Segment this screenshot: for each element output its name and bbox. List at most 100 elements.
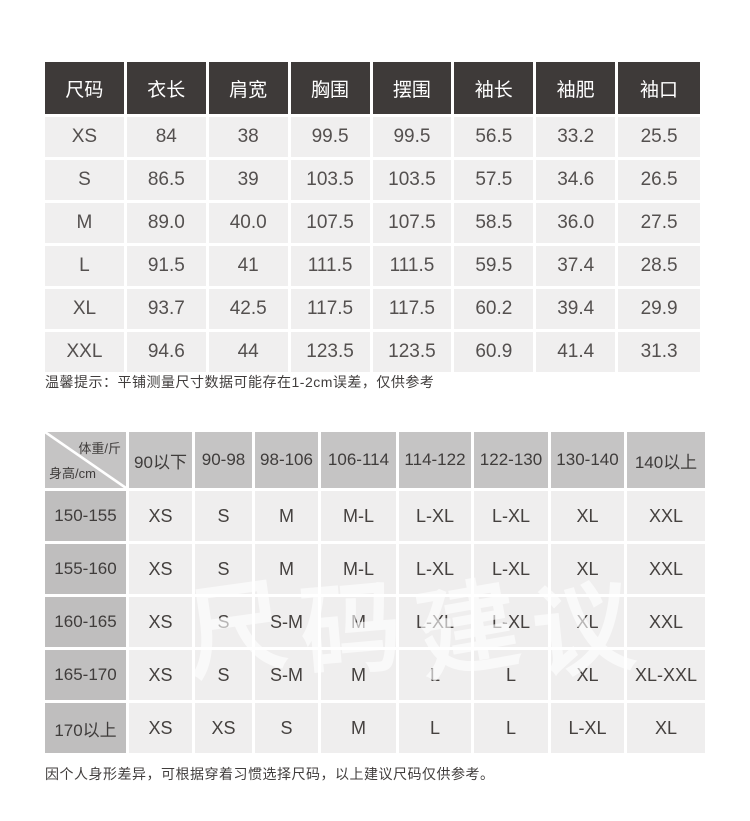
measurement-value-cell: 123.5 <box>290 332 373 375</box>
size-column-header: 袖肥 <box>536 62 619 117</box>
recommended-size-cell: S <box>195 597 255 650</box>
size-table-row: L 91.5 41 111.5 111.5 59.5 37.4 28.5 <box>45 246 700 289</box>
recommended-size-cell: L <box>399 650 474 703</box>
weight-range-header: 90以下 <box>129 432 195 491</box>
size-table-row: XXL 94.6 44 123.5 123.5 60.9 41.4 31.3 <box>45 332 700 375</box>
recommended-size-cell: M <box>255 544 321 597</box>
measurement-value-cell: 37.4 <box>536 246 619 289</box>
size-table-row: S 86.5 39 103.5 103.5 57.5 34.6 26.5 <box>45 160 700 203</box>
recommended-size-cell: XL-XXL <box>627 650 705 703</box>
diagonal-divider <box>45 432 126 488</box>
recommended-size-cell: XL <box>551 544 627 597</box>
measurement-value-cell: 26.5 <box>618 160 700 203</box>
weight-range-header: 106-114 <box>321 432 399 491</box>
recommended-size-cell: XL <box>551 597 627 650</box>
height-range-cell: 150-155 <box>45 491 129 544</box>
measurement-value-cell: 28.5 <box>618 246 700 289</box>
height-axis-label: 身高/cm <box>49 466 96 481</box>
recommended-size-cell: S <box>195 491 255 544</box>
weight-range-header: 98-106 <box>255 432 321 491</box>
recommended-size-cell: L-XL <box>474 491 551 544</box>
recommended-size-cell: XL <box>551 650 627 703</box>
measurement-value-cell: 39 <box>208 160 291 203</box>
recommended-size-cell: M-L <box>321 491 399 544</box>
recommended-size-cell: M <box>321 703 399 756</box>
recommended-size-cell: L-XL <box>399 544 474 597</box>
measurement-value-cell: 42.5 <box>208 289 291 332</box>
size-column-header: 肩宽 <box>208 62 291 117</box>
measurement-value-cell: 60.9 <box>454 332 537 375</box>
measurement-value-cell: 60.2 <box>454 289 537 332</box>
recommendation-row: 165-170 XS S S-M M L L XL XL-XXL <box>45 650 705 703</box>
measurement-value-cell: 86.5 <box>126 160 209 203</box>
recommended-size-cell: S-M <box>255 597 321 650</box>
recommended-size-cell: XL <box>551 491 627 544</box>
measurement-value-cell: 107.5 <box>372 203 455 246</box>
height-range-cell: 170以上 <box>45 703 129 756</box>
recommended-size-cell: XXL <box>627 491 705 544</box>
height-range-cell: 160-165 <box>45 597 129 650</box>
recommended-size-cell: XL <box>627 703 705 756</box>
measurement-value-cell: 91.5 <box>126 246 209 289</box>
measurement-value-cell: 117.5 <box>372 289 455 332</box>
recommendation-row: 155-160 XS S M M-L L-XL L-XL XL XXL <box>45 544 705 597</box>
measurement-value-cell: 58.5 <box>454 203 537 246</box>
measurement-value-cell: 31.3 <box>618 332 700 375</box>
recommended-size-cell: M-L <box>321 544 399 597</box>
size-label-cell: XL <box>45 289 127 332</box>
recommendation-row: 150-155 XS S M M-L L-XL L-XL XL XXL <box>45 491 705 544</box>
measurement-value-cell: 41 <box>208 246 291 289</box>
measurement-value-cell: 38 <box>208 117 291 160</box>
corner-header-cell: 体重/斤 身高/cm <box>45 432 129 491</box>
recommended-size-cell: L-XL <box>474 544 551 597</box>
measurement-value-cell: 111.5 <box>290 246 373 289</box>
measurement-value-cell: 99.5 <box>372 117 455 160</box>
weight-range-header: 140以上 <box>627 432 705 491</box>
size-label-cell: L <box>45 246 127 289</box>
recommendation-row: 170以上 XS XS S M L L L-XL XL <box>45 703 705 756</box>
measurement-value-cell: 99.5 <box>290 117 373 160</box>
recommended-size-cell: L-XL <box>474 597 551 650</box>
size-column-header: 胸围 <box>290 62 373 117</box>
measurement-value-cell: 27.5 <box>618 203 700 246</box>
recommendation-row: 160-165 XS S S-M M L-XL L-XL XL XXL <box>45 597 705 650</box>
recommended-size-cell: XS <box>129 650 195 703</box>
measurement-value-cell: 33.2 <box>536 117 619 160</box>
size-label-cell: XS <box>45 117 127 160</box>
size-column-header: 衣长 <box>126 62 209 117</box>
recommended-size-cell: S <box>255 703 321 756</box>
recommended-size-cell: M <box>321 597 399 650</box>
recommended-size-cell: M <box>255 491 321 544</box>
recommended-size-cell: L-XL <box>399 491 474 544</box>
measurement-value-cell: 94.6 <box>126 332 209 375</box>
measurement-value-cell: 40.0 <box>208 203 291 246</box>
recommendation-header-row: 体重/斤 身高/cm 90以下 90-98 98-106 106-114 114-122… <box>45 432 705 491</box>
recommended-size-cell: XS <box>129 703 195 756</box>
measurement-value-cell: 84 <box>126 117 209 160</box>
recommended-size-cell: S <box>195 544 255 597</box>
measurement-value-cell: 111.5 <box>372 246 455 289</box>
measurement-value-cell: 59.5 <box>454 246 537 289</box>
size-label-cell: S <box>45 160 127 203</box>
weight-range-header: 114-122 <box>399 432 474 491</box>
size-table-row: XL 93.7 42.5 117.5 117.5 60.2 39.4 29.9 <box>45 289 700 332</box>
size-column-header: 尺码 <box>45 62 127 117</box>
size-table-header-row: 尺码 衣长 肩宽 胸围 摆围 袖长 袖肥 袖口 <box>45 62 700 117</box>
measurement-value-cell: 41.4 <box>536 332 619 375</box>
weight-range-header: 90-98 <box>195 432 255 491</box>
size-label-cell: XXL <box>45 332 127 375</box>
size-table-row: XS 84 38 99.5 99.5 56.5 33.2 25.5 <box>45 117 700 160</box>
size-measurements-table: 尺码 衣长 肩宽 胸围 摆围 袖长 袖肥 袖口 XS 84 38 99.5 99.5 56.5 33.2 2… <box>45 62 700 375</box>
measurement-value-cell: 103.5 <box>290 160 373 203</box>
size-table-row: M 89.0 40.0 107.5 107.5 58.5 36.0 27.5 <box>45 203 700 246</box>
weight-axis-label: 体重/斤 <box>78 441 121 456</box>
footer-disclaimer: 因个人身形差异，可根据穿着习惯选择尺码，以上建议尺码仅供参考。 <box>45 766 495 782</box>
recommended-size-cell: L-XL <box>399 597 474 650</box>
recommended-size-cell: S <box>195 650 255 703</box>
recommended-size-cell: XS <box>195 703 255 756</box>
height-range-cell: 155-160 <box>45 544 129 597</box>
measurement-value-cell: 25.5 <box>618 117 700 160</box>
recommended-size-cell: XS <box>129 544 195 597</box>
size-label-cell: M <box>45 203 127 246</box>
